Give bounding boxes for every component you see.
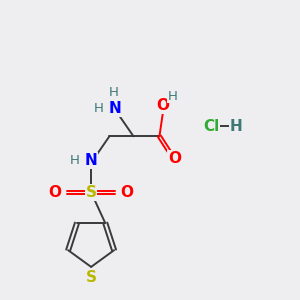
Text: H: H: [167, 89, 177, 103]
Text: H: H: [70, 154, 80, 167]
Text: Cl: Cl: [203, 119, 219, 134]
Text: H: H: [109, 86, 119, 99]
Text: N: N: [85, 153, 98, 168]
Text: O: O: [168, 151, 181, 166]
Text: S: S: [85, 270, 97, 285]
Text: O: O: [157, 98, 169, 113]
Text: H: H: [230, 119, 243, 134]
Text: N: N: [109, 101, 122, 116]
Text: O: O: [49, 185, 62, 200]
Text: S: S: [85, 185, 97, 200]
Text: H: H: [94, 102, 104, 115]
Text: O: O: [121, 185, 134, 200]
